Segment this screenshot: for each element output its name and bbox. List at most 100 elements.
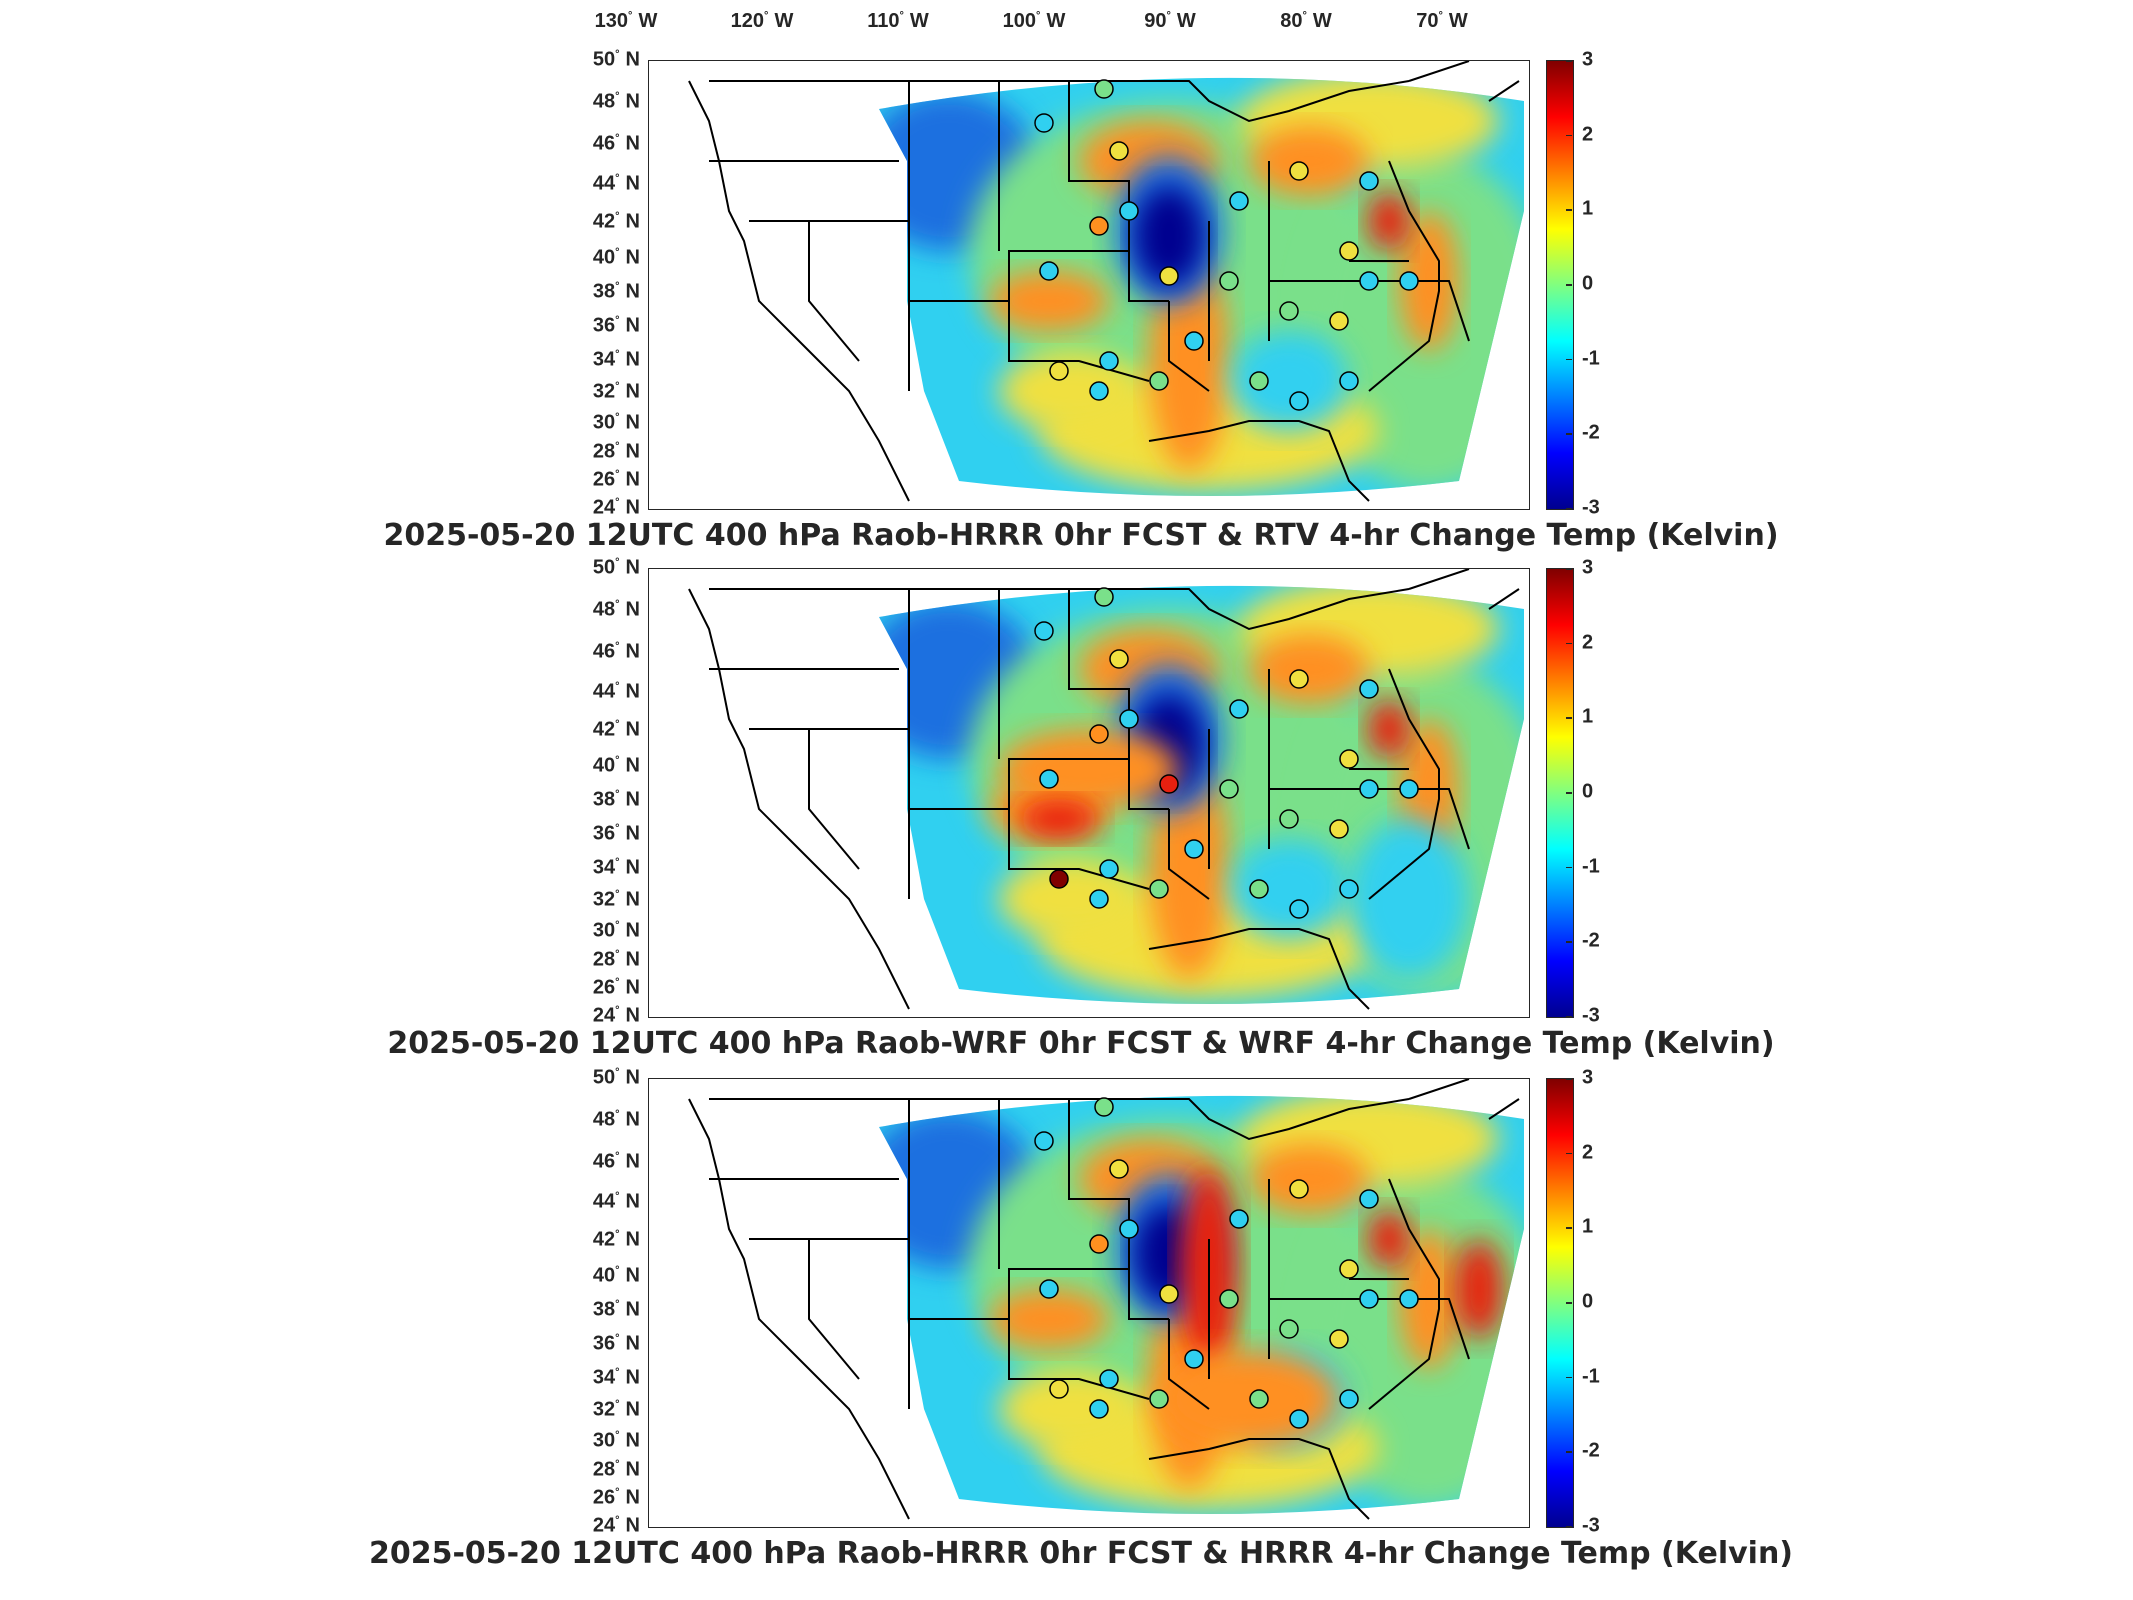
colorbar-tick-label: 2 [1582, 631, 1594, 654]
colorbar-tickmark [1566, 60, 1572, 62]
latitude-label: 44° N [592, 1190, 640, 1213]
colorbar-tickmark [1566, 1376, 1572, 1379]
latitude-label: 34° N [592, 856, 640, 879]
latitude-label: 32° N [592, 888, 640, 911]
raob-station-marker [1339, 1389, 1359, 1409]
latitude-label: 40° N [592, 246, 640, 269]
raob-station-marker [1099, 1369, 1119, 1389]
raob-station-marker [1119, 201, 1139, 221]
latitude-label: 26° N [592, 468, 640, 491]
latitude-label: 34° N [592, 1366, 640, 1389]
raob-station-marker [1219, 1289, 1239, 1309]
raob-station-marker [1289, 1179, 1309, 1199]
latitude-label: 46° N [592, 132, 640, 155]
colorbar-tick-label: -2 [1582, 421, 1600, 444]
raob-station-marker [1094, 587, 1114, 607]
raob-station-marker [1279, 301, 1299, 321]
raob-station-marker [1094, 1097, 1114, 1117]
temperature-field [1229, 331, 1349, 431]
colorbar-tickmark [1566, 866, 1572, 869]
raob-station-marker [1399, 1289, 1419, 1309]
colorbar-tickmark [1566, 1078, 1572, 1080]
raob-station-marker [1329, 1329, 1349, 1349]
longitude-axis: 130° W 120° W 110° W 100° W 90° W 80° W 70° W [0, 0, 2133, 40]
latitude-label: 24° N [592, 1004, 640, 1027]
colorbar-tick-label: 2 [1582, 123, 1594, 146]
latitude-label: 30° N [592, 919, 640, 942]
colorbar-tick-label: 0 [1582, 780, 1594, 803]
raob-station-marker [1359, 1289, 1379, 1309]
raob-station-marker [1329, 311, 1349, 331]
raob-station-marker [1229, 699, 1249, 719]
raob-station-marker [1049, 361, 1069, 381]
colorbar-tick-label: -2 [1582, 1439, 1600, 1462]
colorbar-tick-label: 0 [1582, 272, 1594, 295]
raob-station-marker [1339, 241, 1359, 261]
boundary-lines [688, 61, 1520, 502]
latitude-label: 24° N [592, 1514, 640, 1537]
raob-station-marker [1089, 381, 1109, 401]
longitude-label: 100° W [1002, 10, 1066, 32]
latitude-label: 38° N [592, 788, 640, 811]
raob-station-marker [1289, 669, 1309, 689]
raob-station-marker [1089, 724, 1109, 744]
raob-station-marker [1049, 869, 1069, 889]
temperature-field [999, 1369, 1139, 1449]
map-plot [688, 61, 1524, 502]
boundary-lines [688, 1079, 1520, 1520]
colorbar-tickmark [1566, 792, 1572, 794]
colorbar-tick-label: -3 [1582, 496, 1600, 519]
colorbar-tickmark [1566, 642, 1572, 645]
latitude-label: 42° N [592, 210, 640, 233]
colorbar-tick-label: 0 [1582, 1290, 1594, 1313]
raob-station-marker [1099, 859, 1119, 879]
raob-station-marker [1039, 261, 1059, 281]
temperature-field [1367, 699, 1411, 759]
longitude-label: 90° W [1144, 10, 1196, 32]
colorbar-tick-label: -2 [1582, 929, 1600, 952]
raob-station-marker [1359, 271, 1379, 291]
temperature-field [989, 1289, 1109, 1349]
latitude-label: 28° N [592, 440, 640, 463]
raob-station-marker [1249, 371, 1269, 391]
latitude-label: 28° N [592, 1458, 640, 1481]
raob-station-marker [1359, 171, 1379, 191]
temperature-field [1134, 186, 1204, 286]
longitude-label: 70° W [1416, 10, 1468, 32]
raob-station-marker [1359, 679, 1379, 699]
longitude-label: 110° W [867, 10, 929, 32]
colorbar-tickmark [1566, 508, 1572, 510]
raob-station-marker [1289, 391, 1309, 411]
colorbar-tick-label: -1 [1582, 347, 1600, 370]
colorbar-tickmark [1566, 358, 1572, 361]
latitude-label: 38° N [592, 280, 640, 303]
raob-station-marker [1034, 621, 1054, 641]
colorbar-tickmark [1566, 433, 1572, 435]
latitude-label: 32° N [592, 380, 640, 403]
colorbar-tick-label: -1 [1582, 1365, 1600, 1388]
longitude-label: 130° W [594, 10, 658, 32]
latitude-label: 36° N [592, 314, 640, 337]
raob-station-marker [1089, 216, 1109, 236]
colorbar-tick-label: -1 [1582, 855, 1600, 878]
temperature-field [1454, 1239, 1504, 1339]
raob-station-marker [1039, 1279, 1059, 1299]
latitude-label: 48° N [592, 90, 640, 113]
latitude-label: 46° N [592, 640, 640, 663]
colorbar-tickmark [1566, 134, 1572, 137]
raob-station-marker [1109, 141, 1129, 161]
colorbar-tickmark [1566, 1152, 1572, 1155]
raob-station-marker [1279, 1319, 1299, 1339]
temperature-field [1367, 1209, 1411, 1269]
raob-station-marker [1184, 331, 1204, 351]
longitude-label: 120° W [730, 10, 794, 32]
temperature-field [999, 859, 1139, 939]
latitude-label: 26° N [592, 1486, 640, 1509]
latitude-label: 36° N [592, 822, 640, 845]
raob-station-marker [1289, 161, 1309, 181]
raob-station-marker [1249, 1389, 1269, 1409]
raob-station-marker [1289, 1409, 1309, 1429]
raob-station-marker [1399, 271, 1419, 291]
raob-station-marker [1339, 749, 1359, 769]
latitude-label: 48° N [592, 598, 640, 621]
